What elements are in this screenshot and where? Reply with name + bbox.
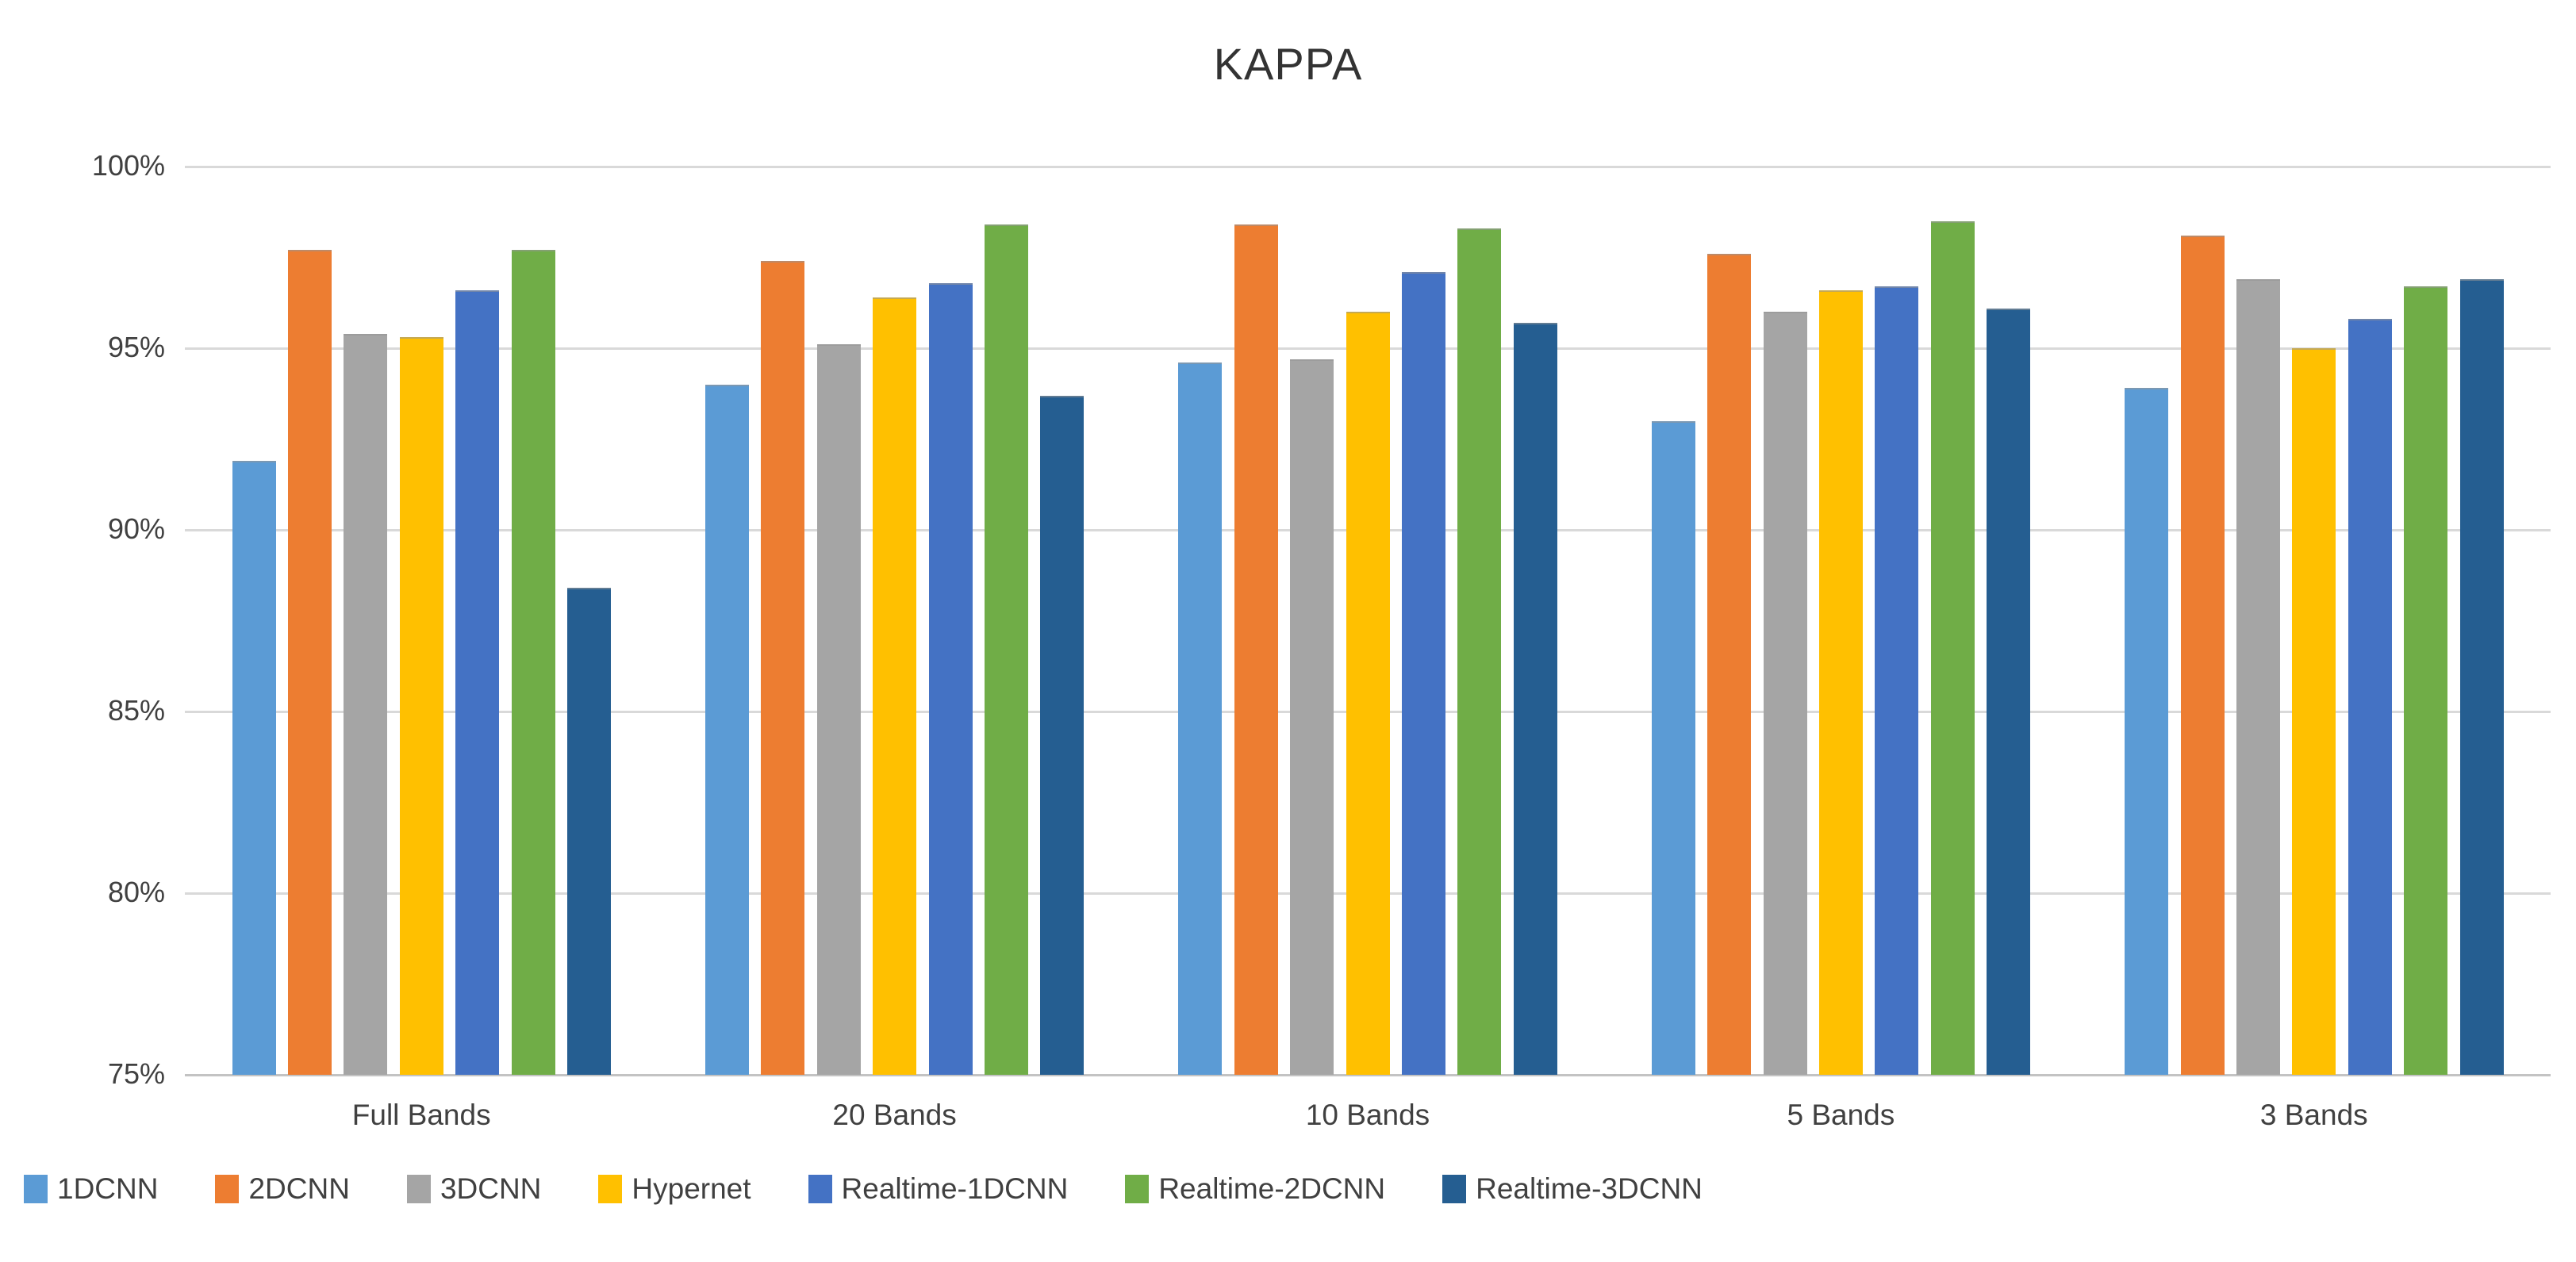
bar-3DCNN-3-Bands: [2236, 278, 2280, 1075]
y-axis-tick-label: 80%: [107, 876, 165, 908]
legend-label-Hypernet: Hypernet: [632, 1172, 751, 1205]
bar-1DCNN-5-Bands: [1651, 420, 1695, 1075]
bar-Realtime-1DCNN-20-Bands: [928, 282, 973, 1075]
category-label-20-Bands: 20 Bands: [832, 1099, 957, 1131]
plot-area: 75% 80% 85% 90% 95% 100% Full Bands 20 Bands 10 …: [92, 149, 2551, 1131]
bar-2DCNN-3-Bands: [2180, 236, 2225, 1075]
bar-Hypernet-5-Bands: [1818, 290, 1863, 1075]
x-axis-line: [185, 1074, 2551, 1076]
legend-item-1DCNN: 1DCNN: [24, 1172, 158, 1206]
y-axis-tick-label: 85%: [107, 694, 165, 727]
bar-Hypernet-3-Bands: [2292, 348, 2336, 1075]
category-label-3-Bands: 3 Bands: [2259, 1099, 2368, 1131]
bar-1DCNN-Full-Bands: [232, 460, 276, 1075]
legend-swatch-Hypernet: [598, 1175, 623, 1203]
bar-Realtime-3DCNN-5-Bands: [1987, 308, 2031, 1075]
legend-label-Realtime-3DCNN: Realtime-3DCNN: [1476, 1172, 1703, 1205]
category-label-10-Bands: 10 Bands: [1305, 1099, 1430, 1131]
bar-Realtime-1DCNN-Full-Bands: [455, 290, 500, 1075]
bar-Realtime-2DCNN-10-Bands: [1457, 228, 1502, 1075]
legend-swatch-2DCNN: [215, 1175, 240, 1203]
legend-item-Hypernet: Hypernet: [598, 1172, 751, 1206]
bar-Realtime-2DCNN-20-Bands: [984, 224, 1028, 1075]
legend-item-Realtime-1DCNN: Realtime-1DCNN: [808, 1172, 1069, 1206]
gridline-100: [185, 165, 2551, 168]
bar-3DCNN-20-Bands: [816, 344, 861, 1075]
legend-swatch-Realtime-3DCNN: [1442, 1175, 1467, 1203]
legend-item-Realtime-2DCNN: Realtime-2DCNN: [1125, 1172, 1385, 1206]
legend-item-Realtime-3DCNN: Realtime-3DCNN: [1442, 1172, 1703, 1206]
bar-Realtime-3DCNN-3-Bands: [2459, 278, 2504, 1075]
y-axis-tick-label: 95%: [107, 331, 165, 363]
legend-swatch-Realtime-2DCNN: [1125, 1175, 1150, 1203]
legend-swatch-Realtime-1DCNN: [808, 1175, 832, 1203]
y-axis-tick-label: 100%: [91, 149, 165, 182]
legend-label-2DCNN: 2DCNN: [248, 1172, 350, 1205]
legend-item-3DCNN: 3DCNN: [406, 1172, 542, 1206]
bar-Realtime-2DCNN-5-Bands: [1930, 221, 1975, 1075]
bar-3DCNN-10-Bands: [1290, 359, 1334, 1075]
bar-3DCNN-5-Bands: [1763, 312, 1807, 1075]
legend-label-1DCNN: 1DCNN: [57, 1172, 159, 1205]
bar-2DCNN-5-Bands: [1707, 253, 1752, 1075]
y-axis-tick-label: 75%: [107, 1057, 165, 1090]
bar-Realtime-2DCNN-Full-Bands: [511, 250, 555, 1075]
y-axis-tick-label: 90%: [107, 512, 165, 545]
bar-2DCNN-20-Bands: [761, 261, 805, 1075]
chart-title: KAPPA: [1213, 39, 1363, 89]
bar-Realtime-3DCNN-20-Bands: [1040, 395, 1085, 1075]
bar-1DCNN-20-Bands: [704, 384, 749, 1075]
bar-Realtime-1DCNN-3-Bands: [2348, 319, 2392, 1075]
legend-swatch-1DCNN: [24, 1175, 48, 1203]
legend-label-Realtime-1DCNN: Realtime-1DCNN: [841, 1172, 1069, 1205]
bar-Realtime-3DCNN-Full-Bands: [566, 588, 611, 1075]
bar-Hypernet-Full-Bands: [399, 337, 443, 1075]
legend-swatch-3DCNN: [406, 1175, 431, 1203]
bar-2DCNN-Full-Bands: [287, 250, 332, 1075]
legend-label-Realtime-2DCNN: Realtime-2DCNN: [1158, 1172, 1386, 1205]
legend-label-3DCNN: 3DCNN: [440, 1172, 542, 1205]
category-label-5-Bands: 5 Bands: [1787, 1099, 1895, 1131]
bar-Hypernet-20-Bands: [873, 297, 917, 1075]
bar-2DCNN-10-Bands: [1234, 224, 1278, 1075]
chart-legend: 1DCNN 2DCNN 3DCNN Hypernet Realtime-1DCNN Rea…: [24, 1172, 1703, 1206]
bar-Realtime-3DCNN-10-Bands: [1513, 322, 1557, 1075]
category-label-Full-Bands: Full Bands: [351, 1099, 491, 1131]
bar-3DCNN-Full-Bands: [344, 333, 388, 1075]
bar-Realtime-2DCNN-3-Bands: [2404, 286, 2448, 1075]
bar-Hypernet-10-Bands: [1346, 312, 1390, 1075]
legend-item-2DCNN: 2DCNN: [215, 1172, 350, 1206]
bar-Realtime-1DCNN-5-Bands: [1875, 286, 1919, 1075]
bar-1DCNN-3-Bands: [2125, 388, 2169, 1075]
bar-1DCNN-10-Bands: [1178, 362, 1223, 1075]
bar-Realtime-1DCNN-10-Bands: [1401, 271, 1445, 1075]
